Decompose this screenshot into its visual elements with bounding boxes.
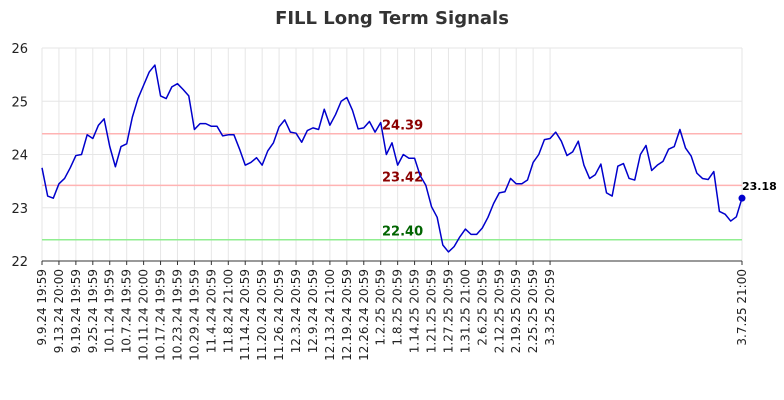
- x-tick-label: 1.27.25 20:59: [441, 269, 455, 353]
- x-tick-label: 9.9.24 19:59: [35, 269, 49, 346]
- x-tick-label: 9.13.24 20:00: [52, 269, 66, 353]
- x-tick-label: 11.4.24 20:59: [204, 269, 218, 353]
- x-tick-label: 11.20.24 20:59: [255, 269, 269, 361]
- x-tick-label: 1.21.25 20:59: [425, 269, 439, 353]
- x-tick-label: 12.3.24 20:59: [289, 269, 303, 353]
- level-label: 23.42: [382, 170, 423, 185]
- x-tick-label: 1.14.25 20:59: [408, 269, 422, 353]
- chart-title: FILL Long Term Signals: [275, 8, 509, 29]
- x-tick-label: 2.19.25 20:59: [509, 269, 523, 353]
- x-tick-label: 9.25.24 19:59: [86, 269, 100, 353]
- axis-labels: 22 23 24 25 26 9.9.24 19:59 9.13.24 20:00 9.19.…: [11, 42, 749, 361]
- y-tick-label: 26: [11, 42, 28, 57]
- x-tick-label: 12.19.24 20:59: [340, 269, 354, 361]
- signal-levels: 24.39 23.42 22.40: [42, 119, 742, 241]
- x-tick-label: 2.25.25 20:59: [526, 269, 540, 353]
- y-tick-label: 23: [11, 202, 28, 217]
- price-line: [41, 64, 743, 253]
- x-tick-label: 11.14.24 20:59: [238, 269, 252, 361]
- x-tick-label: 10.1.24 19:59: [103, 269, 117, 353]
- x-tick-label: 1.2.25 20:59: [374, 269, 388, 346]
- axes: [41, 260, 743, 265]
- y-tick-label: 22: [11, 255, 28, 270]
- x-tick-label: 11.26.24 20:59: [272, 269, 286, 361]
- x-tick-label: 11.8.24 21:00: [221, 269, 235, 353]
- last-point-marker: [738, 194, 746, 202]
- x-tick-label: 1.31.25 21:00: [458, 269, 472, 353]
- x-tick-label: 10.29.24 19:59: [187, 269, 201, 361]
- x-tick-label: 10.17.24 19:59: [154, 269, 168, 361]
- grid-lines: [41, 47, 743, 262]
- y-tick-label: 24: [11, 149, 28, 164]
- x-tick-label: 12.13.24 21:00: [323, 269, 337, 361]
- x-tick-label: 2.6.25 20:59: [475, 269, 489, 346]
- level-label: 22.40: [382, 225, 423, 240]
- last-value-label: 23.18: [742, 180, 777, 193]
- y-tick-label: 25: [11, 95, 28, 110]
- x-tick-label: 2.12.25 20:59: [492, 269, 506, 353]
- x-tick-label: 10.23.24 19:59: [170, 269, 184, 361]
- level-label: 24.39: [382, 119, 423, 134]
- x-tick-label: 10.7.24 19:59: [120, 269, 134, 353]
- x-tick-label: 3.7.25 21:00: [735, 269, 749, 346]
- x-tick-label: 9.19.24 19:59: [69, 269, 83, 353]
- x-tick-label: 10.11.24 20:00: [137, 269, 151, 361]
- x-tick-label: 3.3.25 20:59: [543, 269, 557, 346]
- x-tick-label: 12.9.24 20:59: [306, 269, 320, 353]
- price-series: 23.18: [41, 64, 777, 253]
- x-tick-label: 1.8.25 20:59: [391, 269, 405, 346]
- x-tick-label: 12.26.24 20:59: [357, 269, 371, 361]
